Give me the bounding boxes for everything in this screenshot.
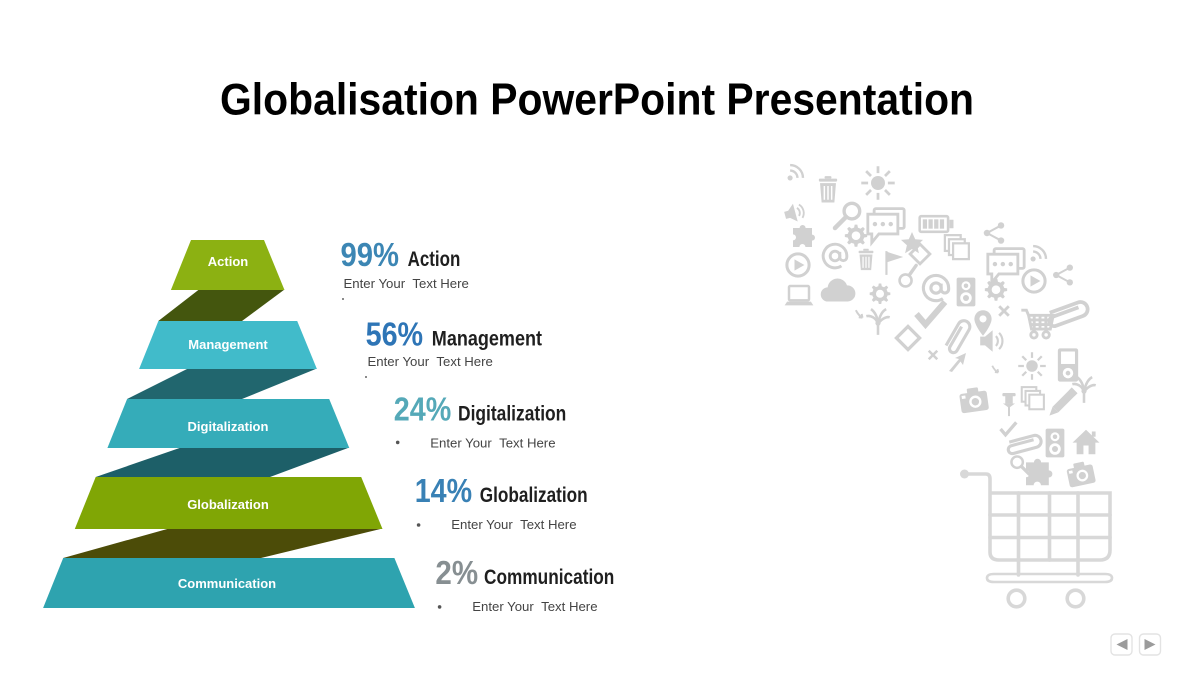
svg-text:Action: Action: [408, 248, 461, 271]
svg-text:Digitalization: Digitalization: [188, 419, 269, 434]
svg-text:Globalization: Globalization: [480, 484, 588, 507]
svg-text:Globalisation PowerPoint Prese: Globalisation PowerPoint Presentation: [220, 76, 974, 125]
svg-text:Enter Your Text Here: Enter Your Text Here: [451, 517, 576, 532]
svg-text:Globalization: Globalization: [187, 497, 269, 512]
svg-text:Enter Your Text Here: Enter Your Text Here: [430, 436, 555, 451]
svg-text:Enter Your Text Here: Enter Your Text Here: [344, 276, 469, 291]
svg-text:56%: 56%: [366, 316, 424, 353]
svg-text:Communication: Communication: [178, 576, 276, 591]
svg-text:Digitalization: Digitalization: [458, 403, 566, 426]
svg-text:99%: 99%: [341, 236, 400, 273]
svg-text:Communication: Communication: [484, 566, 614, 589]
svg-text:Management: Management: [432, 328, 542, 351]
svg-text:Management: Management: [188, 337, 268, 352]
svg-text:Action: Action: [208, 254, 249, 269]
svg-text:24%: 24%: [394, 391, 452, 428]
svg-text:14%: 14%: [415, 472, 472, 509]
svg-text:2%: 2%: [435, 554, 478, 591]
svg-text:Enter Your Text Here: Enter Your Text Here: [472, 599, 597, 614]
svg-text:Enter Your Text Here: Enter Your Text Here: [368, 354, 493, 369]
